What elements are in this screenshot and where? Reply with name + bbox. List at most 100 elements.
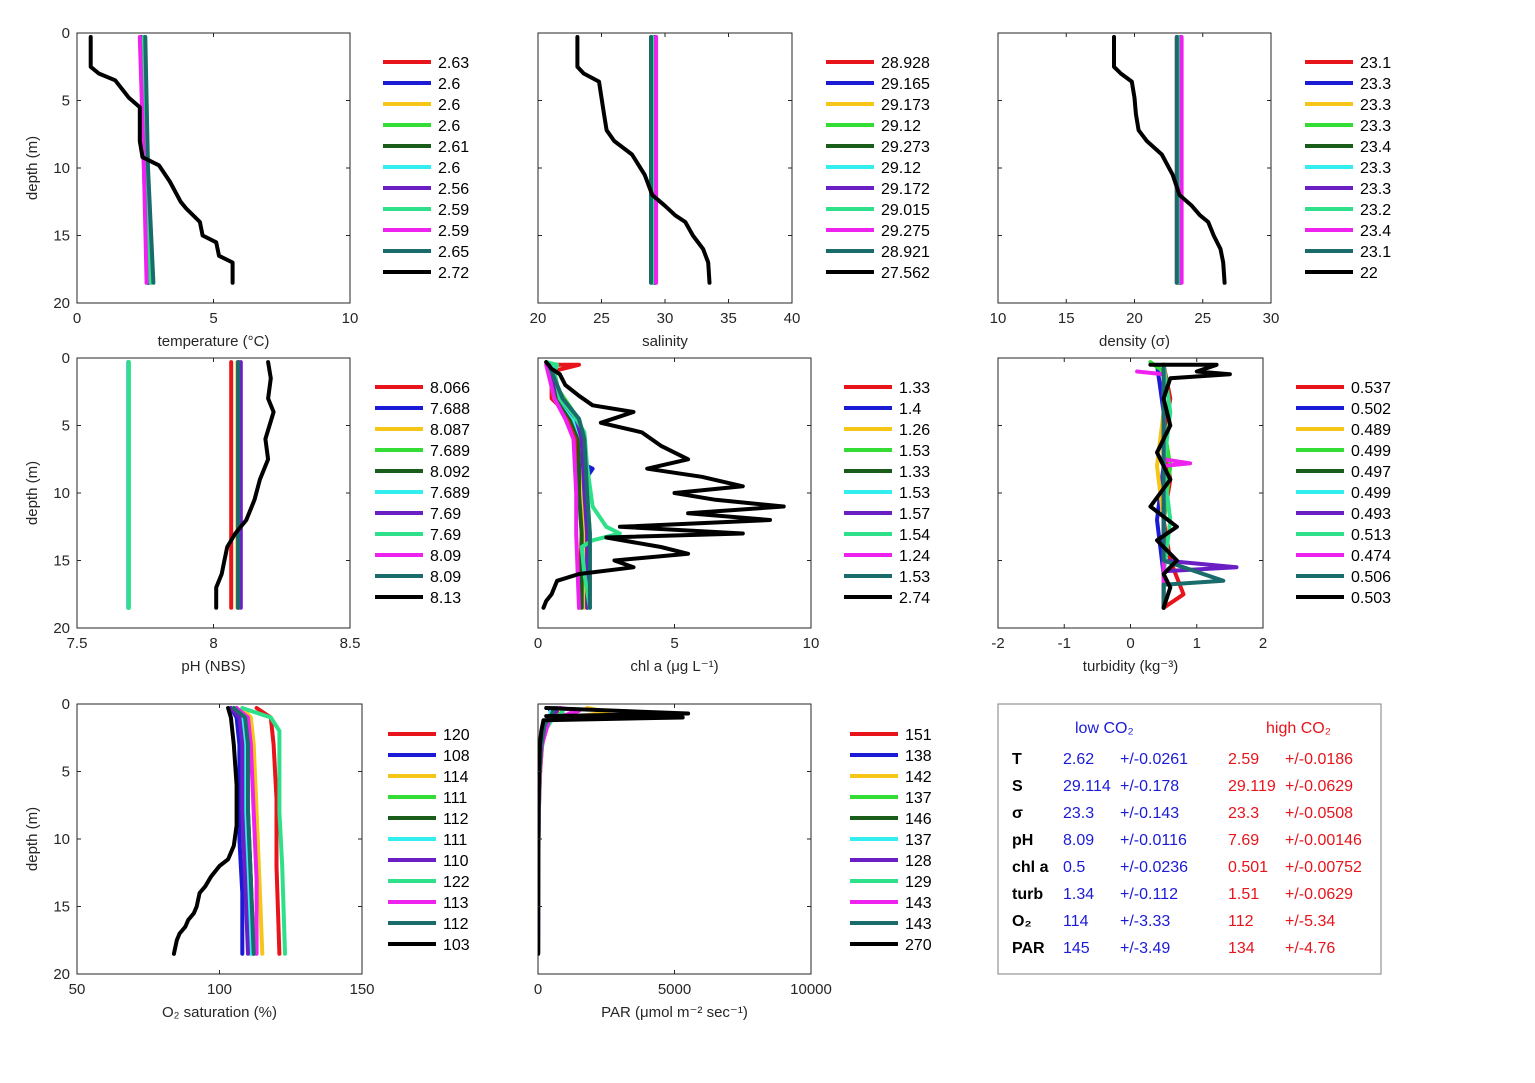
legend-label: 8.066	[430, 380, 470, 397]
stats-table-frame	[997, 703, 1382, 975]
y-tick-label: 5	[62, 418, 70, 435]
legend-label: 23.3	[1360, 160, 1391, 177]
x-axis-label: pH (NBS)	[181, 658, 245, 675]
legend-label: 2.72	[438, 265, 469, 282]
y-tick-label: 15	[53, 553, 70, 570]
stats-high-sd: +/-0.0629	[1285, 778, 1353, 795]
stats-low-sd: +/-0.178	[1120, 778, 1179, 795]
legend-label: 23.4	[1360, 139, 1391, 156]
x-tick-label: 10000	[790, 981, 832, 998]
panel-temperature: 0 5 10 0 5 10 15 20 temperature (°C) depth (m) 2.6…	[24, 25, 469, 350]
legend-label: 2.6	[438, 160, 460, 177]
x-tick-label: -2	[991, 635, 1004, 652]
legend-label: 1.33	[899, 464, 930, 481]
legend-label: 23.3	[1360, 118, 1391, 135]
y-tick-label: 20	[53, 966, 70, 983]
legend-label: 2.74	[899, 590, 930, 607]
legend-label: 23.2	[1360, 202, 1391, 219]
profile-line-salinity-10	[575, 35, 712, 285]
stats-row-label: S	[1012, 778, 1023, 795]
profile-line-density-10	[1112, 35, 1227, 285]
profile-line-o2-6	[228, 706, 250, 956]
panel-o2: 50 100 150 0 5 10 15 20 O₂ saturation (%) depth (…	[24, 696, 470, 1021]
profile-line-o2-7	[240, 706, 287, 956]
y-tick-label: 20	[53, 620, 70, 637]
legend-label: 2.6	[438, 97, 460, 114]
stats-high-mean: 23.3	[1228, 805, 1259, 822]
legend-label: 122	[443, 874, 470, 891]
legend-label: 1.26	[899, 422, 930, 439]
profiles-par	[538, 706, 691, 956]
legend-label: 29.275	[881, 223, 930, 240]
legend-label: 2.6	[438, 118, 460, 135]
legend-label: 0.497	[1351, 464, 1391, 481]
y-tick-label: 10	[53, 485, 70, 502]
x-axis-label: PAR (μmol m⁻² sec⁻¹)	[601, 1004, 748, 1021]
legend-label: 0.489	[1351, 422, 1391, 439]
legend-label: 0.493	[1351, 506, 1391, 523]
legend-label: 0.513	[1351, 527, 1391, 544]
legend-label: 28.928	[881, 55, 930, 72]
legend-label: 1.33	[899, 380, 930, 397]
legend-label: 146	[905, 811, 932, 828]
x-tick-label: -1	[1058, 635, 1071, 652]
legend-label: 28.921	[881, 244, 930, 261]
profile-line-chl-8	[544, 362, 581, 610]
profiles-temperature	[88, 35, 235, 285]
x-tick-label: 0	[534, 635, 542, 652]
x-tick-label: 40	[784, 310, 801, 327]
profile-line-ph-10	[214, 360, 276, 610]
profiles-salinity	[575, 35, 712, 285]
legend-label: 1.53	[899, 443, 930, 460]
legend-label: 143	[905, 895, 932, 912]
stats-high-mean: 112	[1228, 913, 1254, 930]
legend-label: 129	[905, 874, 932, 891]
legend-label: 2.56	[438, 181, 469, 198]
legend-label: 29.12	[881, 160, 921, 177]
stats-rows: T 2.62 +/-0.0261 2.59 +/-0.0186 S 29.114 +/-0.1…	[1012, 751, 1362, 957]
stats-high-sd: +/-0.00752	[1285, 859, 1362, 876]
profile-line-temperature-9	[143, 35, 156, 285]
stats-low-sd: +/-0.0116	[1120, 832, 1187, 849]
stats-low-sd: +/-0.0236	[1120, 859, 1188, 876]
legend-label: 1.53	[899, 485, 930, 502]
stats-row-label: σ	[1012, 805, 1023, 822]
legend-label: 1.24	[899, 548, 930, 565]
legend-temperature: 2.63 2.6 2.6 2.6 2.61 2.6 2.56 2.59 2.59 2.65 2.72	[383, 55, 469, 282]
legend-label: 114	[443, 769, 469, 786]
legend-ph: 8.066 7.688 8.087 7.689 8.092 7.689 7.69 7.69 8.…	[375, 380, 470, 607]
stats-low-mean: 114	[1063, 913, 1089, 930]
y-tick-label: 5	[62, 764, 70, 781]
stats-high-mean: 0.501	[1228, 859, 1268, 876]
profile-line-par-10	[538, 706, 691, 956]
y-tick-label: 5	[62, 93, 70, 110]
stats-high-sd: +/-5.34	[1285, 913, 1335, 930]
y-tick-label: 10	[53, 160, 70, 177]
legend-label: 110	[443, 853, 469, 870]
legend-label: 0.537	[1351, 380, 1391, 397]
x-tick-label: 10	[342, 310, 359, 327]
x-axis-label: salinity	[642, 333, 688, 350]
legend-label: 1.53	[899, 569, 930, 586]
profile-line-o2-10	[171, 706, 239, 956]
stats-header-low: low CO₂	[1075, 720, 1134, 737]
stats-high-sd: +/-0.0508	[1285, 805, 1353, 822]
legend-label: 1.54	[899, 527, 930, 544]
profiles-ph	[126, 360, 276, 610]
profile-line-o2-2	[240, 706, 265, 956]
legend-turbidity: 0.537 0.502 0.489 0.499 0.497 0.499 0.493 0.513…	[1296, 380, 1391, 607]
legend-label: 8.13	[430, 590, 461, 607]
legend-label: 112	[443, 916, 469, 933]
x-tick-label: 15	[1058, 310, 1075, 327]
profile-line-o2-9	[231, 706, 256, 956]
stats-low-sd: +/-0.143	[1120, 805, 1179, 822]
x-tick-label: 5	[670, 635, 678, 652]
x-tick-label: 8	[209, 635, 217, 652]
legend-label: 29.12	[881, 118, 921, 135]
y-tick-label: 0	[62, 350, 70, 367]
x-axis-label: chl a (μg L⁻¹)	[630, 658, 718, 675]
